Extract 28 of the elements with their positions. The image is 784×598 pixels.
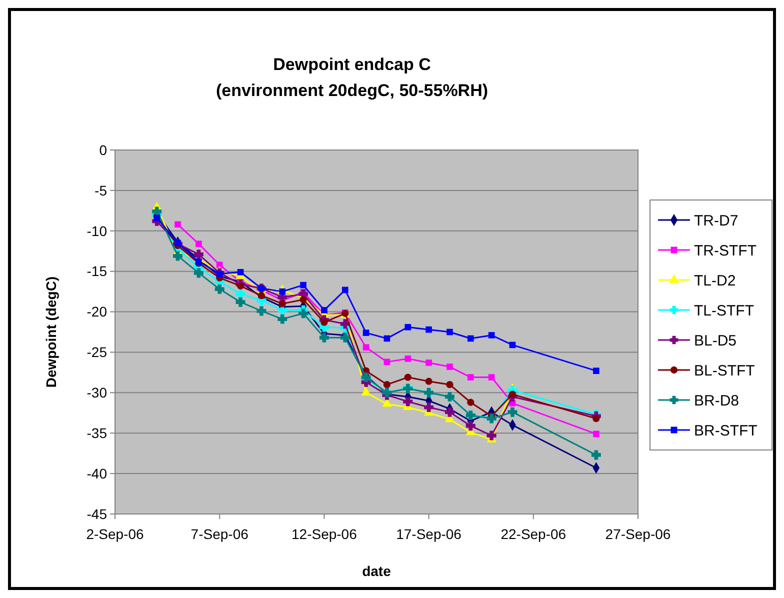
y-tick-label: -25 [86, 344, 108, 360]
x-tick-label: 12-Sep-06 [292, 526, 358, 542]
y-tick-label: -40 [86, 465, 108, 482]
legend-label: TR-D7 [694, 212, 738, 230]
y-tick-label: -35 [86, 425, 108, 442]
x-tick-label: 2-Sep-06 [86, 526, 144, 542]
x-tick-label: 27-Sep-06 [605, 526, 671, 542]
legend-label: BL-STFT [694, 362, 755, 380]
y-tick-label: -5 [94, 182, 108, 198]
y-tick-label: 0 [99, 142, 108, 158]
x-tick-label: 17-Sep-06 [396, 526, 462, 542]
y-tick-label: -10 [86, 222, 108, 239]
legend-label: BL-D5 [694, 332, 737, 350]
y-axis-title: Dewpoint (degC) [43, 276, 59, 388]
legend-label: BR-STFT [694, 422, 758, 440]
legend-label: TR-STFT [694, 242, 756, 260]
x-tick-label: 22-Sep-06 [500, 526, 566, 542]
legend-label: TL-D2 [694, 272, 736, 290]
y-tick-label: -20 [86, 304, 108, 320]
chart-subtitle: (environment 20degC, 50-55%RH) [216, 81, 488, 100]
y-tick-label: -30 [86, 384, 108, 401]
legend-label: TL-STFT [694, 302, 754, 320]
y-tick-label: -45 [86, 506, 108, 522]
chart-title: Dewpoint endcap C [273, 55, 431, 74]
x-axis-title: date [362, 563, 392, 579]
x-tick-label: 7-Sep-06 [190, 526, 249, 542]
legend-label: BR-D8 [694, 392, 740, 410]
y-tick-label: -15 [86, 263, 108, 280]
